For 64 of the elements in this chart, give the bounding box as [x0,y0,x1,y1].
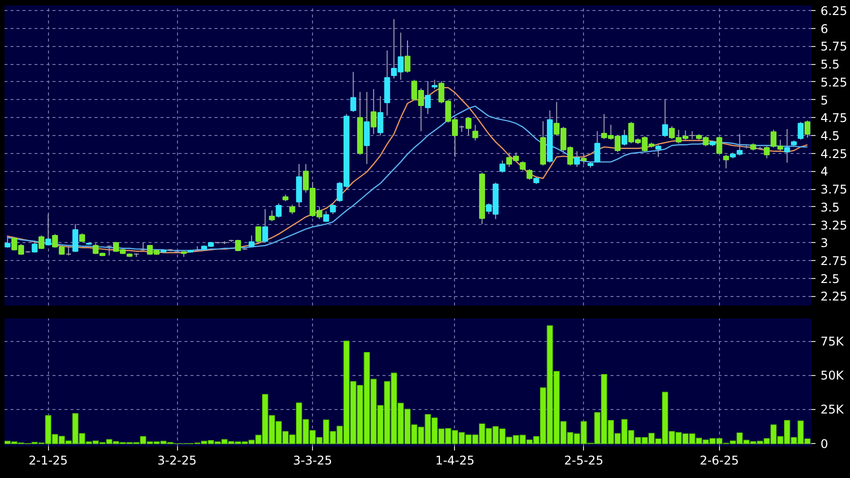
candlestick [472,124,478,141]
x-tick-label: 2-6-25 [700,454,739,468]
candlestick [404,40,410,74]
candlestick [364,91,370,165]
y-tick-label: 4 [820,164,828,179]
y-tick-label: 75K [820,334,845,349]
y-tick-label: 2.25 [820,290,848,304]
candlestick [798,121,804,140]
y-tick-label: 5.5 [820,58,840,72]
candlestick [72,224,78,252]
candlestick [45,214,52,246]
y-tick-label: 5.25 [820,75,848,90]
candlestick [499,160,506,174]
y-tick-label: 25K [820,402,845,417]
candlestick [140,242,146,251]
y-tick-label: 3.25 [820,218,848,232]
y-tick-label: 4.75 [820,111,848,126]
candlestick [377,96,384,136]
x-tick-label: 1-4-25 [435,454,475,468]
candlestick [655,144,662,158]
candlestick [38,235,44,250]
y-tick-label: 3.5 [820,200,840,214]
candlestick [526,168,532,180]
candlestick [804,120,810,138]
candlestick [594,130,600,164]
candlestick [432,79,438,90]
candlestick [106,245,112,256]
x-tick-label: 2-1-25 [28,454,68,468]
y-tick-label: 3 [820,236,828,250]
candlestick [248,235,255,248]
candlestick [289,204,296,215]
candlestick [255,226,262,244]
y-tick-label: 2.75 [820,254,848,268]
y-tick-label: 6.25 [820,4,848,18]
candlestick [723,154,730,169]
candlestick [323,210,330,222]
candlestick [350,71,356,112]
candlestick [580,154,587,165]
candlestick [262,208,268,244]
y-tick-label: 0 [820,436,828,451]
candlestick [520,160,526,171]
candlestick [424,80,431,115]
candlestick [784,128,790,164]
candlestick [621,129,628,146]
candlestick [689,130,696,140]
y-tick-label: 3.75 [820,182,848,197]
candlestick [330,202,336,215]
y-tick-label: 2.5 [820,272,840,286]
candlestick [268,210,275,222]
y-tick-label: 5.75 [820,40,848,54]
y-tick-label: 6 [820,22,828,36]
candlestick [276,202,282,218]
x-tick-label: 3-3-25 [292,454,332,468]
y-tick-label: 4.25 [820,146,848,161]
x-tick-label: 3-2-25 [157,454,197,468]
y-tick-label: 5 [820,93,828,108]
y-tick-label: 50K [820,368,845,383]
candlestick [370,88,377,135]
candlestick [66,245,72,256]
candlestick [662,98,668,138]
x-tick-label: 2-5-25 [564,454,604,468]
candlestick [4,235,10,248]
candlestick [574,150,580,168]
y-tick-label: 4.5 [820,129,840,143]
